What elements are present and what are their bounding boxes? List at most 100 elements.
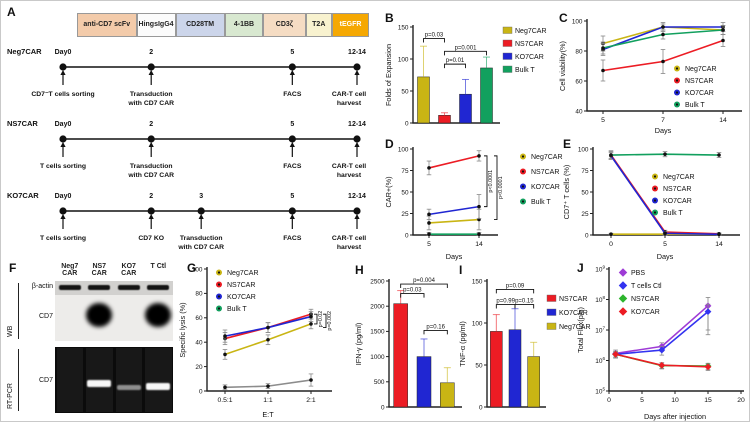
pvalue-label: p=0.03 xyxy=(403,288,422,294)
blot-lane-header-line: CAR xyxy=(91,270,107,278)
panel-E-label: E xyxy=(563,137,572,151)
timeline-dot xyxy=(59,207,67,215)
timeline-event-label: CAR-T cell xyxy=(332,91,366,98)
svg-text:40: 40 xyxy=(195,340,203,347)
svg-text:75: 75 xyxy=(401,168,409,175)
svg-text:100: 100 xyxy=(398,56,409,63)
timeline-day-label: 12-14 xyxy=(348,193,366,200)
svg-text:KO7CAR: KO7CAR xyxy=(663,198,692,205)
timeline-day-label: 12-14 xyxy=(348,121,366,128)
series-Neg7CAR xyxy=(426,208,482,231)
panel-J-label: J xyxy=(577,261,584,275)
panel-D-label: D xyxy=(385,137,394,151)
legend-item-PBS: PBS xyxy=(618,268,645,277)
svg-text:500: 500 xyxy=(374,379,385,386)
construct-segment-Hing-sIgG4: Hing sIgG4 xyxy=(136,13,176,37)
timeline-name: NS7CAR xyxy=(7,119,38,128)
panel-D: D 0 25 50 75 100 CAR+(%) Days 5 14 p<0.0001 p<0.00… xyxy=(383,137,565,261)
svg-text:5: 5 xyxy=(427,241,431,248)
blot-row-label: CD7 xyxy=(38,377,53,384)
pvalue-label: p<0.0001 xyxy=(488,170,494,193)
rtpcr-section-label: RT-PCR xyxy=(7,383,14,409)
timeline-event-label: Transduction xyxy=(180,235,223,242)
gel-lane xyxy=(56,348,83,412)
arrow-up-icon xyxy=(60,70,66,75)
arrow-up-icon xyxy=(354,70,360,75)
svg-text:100: 100 xyxy=(578,146,589,153)
legend-item-NS7CAR: NS7CAR xyxy=(652,185,691,193)
timeline-day-label: Day0 xyxy=(55,193,72,200)
legend-item-Bulk-T: Bulk T xyxy=(652,209,683,217)
svg-text:40: 40 xyxy=(575,108,583,115)
timeline-name: Neg7CAR xyxy=(7,47,42,56)
panel-I-label: I xyxy=(459,263,463,277)
legend-item-NS7CAR: NS7CAR xyxy=(674,77,713,85)
legend-item-NS7CAR: NS7CAR xyxy=(216,281,255,289)
timeline-dot xyxy=(288,135,296,143)
panel-J: J 105 106 107 108 109 Total Flux(p/s) Days aft… xyxy=(575,261,749,421)
legend-item-T-cells-Ctl: T cells Ctl xyxy=(618,281,662,290)
gel-lane xyxy=(115,348,142,412)
svg-text:0: 0 xyxy=(585,232,589,239)
legend-item-NS7CAR: NS7CAR xyxy=(618,294,659,303)
bar-Neg7CAR xyxy=(527,356,540,408)
svg-text:107: 107 xyxy=(595,326,605,335)
pvalue-label: p<0.0001 xyxy=(498,176,504,199)
series-Bulk-T xyxy=(426,232,482,236)
series-Bulk-T xyxy=(600,25,726,55)
legend-item-Bulk-T: Bulk T xyxy=(520,198,551,206)
timeline-event-label: FACS xyxy=(283,235,302,242)
arrow-up-icon xyxy=(354,142,360,147)
svg-text:0.5:1: 0.5:1 xyxy=(217,397,232,404)
rtpcr-section-line xyxy=(18,349,19,411)
timeline-day-label: Day0 xyxy=(55,49,72,56)
bar-Neg7CAR xyxy=(440,382,455,408)
svg-text:Neg7CAR: Neg7CAR xyxy=(515,28,547,35)
svg-text:10: 10 xyxy=(671,397,679,404)
svg-text:100: 100 xyxy=(398,146,409,153)
svg-text:25: 25 xyxy=(401,211,409,218)
svg-text:KO7CAR: KO7CAR xyxy=(559,310,588,317)
timeline-day-label: 3 xyxy=(199,193,203,200)
construct-segment-CD28TM: CD28TM xyxy=(175,13,225,37)
car-construct-diagram: anti-CD7 scFv Hing sIgG4 CD28TM 4-1BB CD3ζ T2A… xyxy=(77,13,369,37)
timeline-dot xyxy=(288,63,296,71)
svg-text:0: 0 xyxy=(381,404,385,411)
timeline-event-label: with CD7 CAR xyxy=(127,100,174,107)
blot-lane-header-line: NS7 xyxy=(92,263,107,270)
svg-text:NS7CAR: NS7CAR xyxy=(663,186,691,193)
gel-band-cd7 xyxy=(146,383,171,390)
panel-A-label: A xyxy=(7,5,16,19)
pvalue-label: p=0.99 xyxy=(496,299,515,305)
svg-text:NS7CAR: NS7CAR xyxy=(685,78,713,85)
panel-C-label: C xyxy=(559,11,568,25)
bar-NS7CAR xyxy=(490,331,503,408)
wb-bactin-strip xyxy=(55,281,173,295)
svg-text:20: 20 xyxy=(195,364,203,371)
construct-segment-tEGFR: tEGFR xyxy=(332,13,369,37)
arrow-up-icon xyxy=(354,214,360,219)
legend-item-Bulk-T: Bulk T xyxy=(216,305,247,313)
timeline-event-label: Transduction xyxy=(130,91,173,98)
timeline-event-label: with CD7 CAR xyxy=(177,244,224,251)
timeline-dot xyxy=(59,63,67,71)
blot-row-label: CD7 xyxy=(38,313,53,320)
pvalue-label: p=0.03 xyxy=(425,33,444,39)
blot-lane-header: KO7 CAR xyxy=(114,263,144,278)
gel-band-cd7 xyxy=(116,385,141,390)
arrow-up-icon xyxy=(148,214,154,219)
wb-band-bactin xyxy=(117,285,140,290)
panel-B-chart: 0 50 100 150 Folds of Expansion p=0.03 p=0.001… xyxy=(384,24,547,127)
arrow-up-icon xyxy=(289,142,295,147)
svg-text:150: 150 xyxy=(472,278,483,285)
bar-NS7CAR xyxy=(438,115,451,124)
bar-Bulk T xyxy=(480,67,493,124)
blot-lane-header: NS7 CAR xyxy=(84,263,114,278)
panel-G: G 0 20 40 60 80 100 Specific lysis (%) E:T 0.5:1… xyxy=(177,261,359,419)
y-axis-label: Total Flux(p/s) xyxy=(576,307,585,353)
svg-text:1:1: 1:1 xyxy=(263,397,273,404)
timeline-event-label: CAR-T cell xyxy=(332,163,366,170)
construct-segment-anti-CD7-scFv: anti-CD7 scFv xyxy=(77,13,137,37)
timeline-dot xyxy=(59,135,67,143)
svg-text:106: 106 xyxy=(595,356,605,365)
